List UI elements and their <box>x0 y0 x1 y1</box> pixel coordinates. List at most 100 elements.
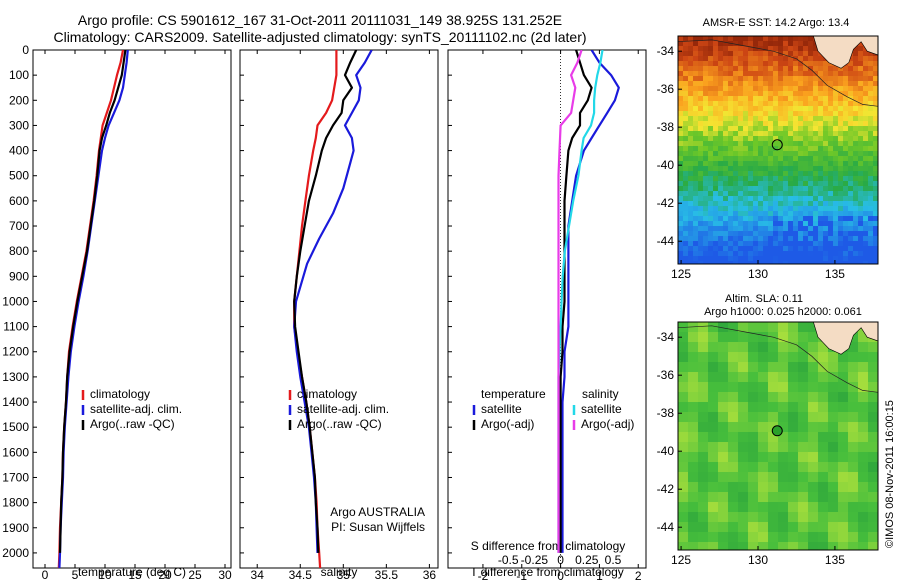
map-cell <box>838 231 844 237</box>
map-cell <box>708 462 719 473</box>
map-cell <box>868 236 874 242</box>
map-cell <box>738 76 744 82</box>
map-cell <box>798 512 809 523</box>
map-cell <box>828 221 834 227</box>
map-cell <box>718 256 724 262</box>
map-cell <box>708 482 719 493</box>
map-cell <box>753 241 759 247</box>
map-cell <box>718 71 724 77</box>
map-cell <box>818 56 824 62</box>
map-cell <box>773 216 779 222</box>
map-cell <box>838 126 844 132</box>
map-cell <box>683 51 689 57</box>
map-cell <box>788 372 799 383</box>
map-cell <box>828 211 834 217</box>
map-cell <box>818 101 824 107</box>
map-cell <box>743 126 749 132</box>
map-y-tick-label: -34 <box>657 330 675 344</box>
map-cell <box>693 141 699 147</box>
x-tick-label: 35 <box>337 568 351 580</box>
map-cell <box>768 432 779 443</box>
map-cell <box>698 472 709 483</box>
map-cell <box>678 231 684 237</box>
map-cell <box>728 61 734 67</box>
map-cell <box>788 176 794 182</box>
map-cell <box>813 216 819 222</box>
map-cell <box>818 462 829 473</box>
map-cell <box>738 131 744 137</box>
map-cell <box>858 191 864 197</box>
map-cell <box>718 422 729 433</box>
map-cell <box>858 176 864 182</box>
map-cell <box>828 116 834 122</box>
map-cell <box>798 76 804 82</box>
map-cell <box>758 422 769 433</box>
map-cell <box>753 156 759 162</box>
map-cell <box>718 141 724 147</box>
map-cell <box>693 256 699 262</box>
map-cell <box>808 131 814 137</box>
map-cell <box>693 216 699 222</box>
map-cell <box>793 231 799 237</box>
map-cell <box>678 111 684 117</box>
map-cell <box>763 261 769 264</box>
map-cell <box>748 46 754 52</box>
map-cell <box>723 226 729 232</box>
map-cell <box>778 136 784 142</box>
map-cell <box>868 206 874 212</box>
map-cell <box>693 191 699 197</box>
map-cell <box>843 191 849 197</box>
map-cell <box>788 36 794 42</box>
map-cell <box>698 81 704 87</box>
map-cell <box>833 186 839 192</box>
map-cell <box>698 121 704 127</box>
map-cell <box>808 136 814 142</box>
map-cell <box>768 126 774 132</box>
map-cell <box>748 216 754 222</box>
map-cell <box>758 56 764 62</box>
map-cell <box>728 261 734 264</box>
map-cell <box>743 261 749 264</box>
map-cell <box>743 81 749 87</box>
map-cell <box>788 231 794 237</box>
map-cell <box>743 56 749 62</box>
map-cell <box>823 261 829 264</box>
map-cell <box>803 131 809 137</box>
map-cell <box>693 176 699 182</box>
map-cell <box>868 171 874 177</box>
map-cell <box>848 61 854 67</box>
map-cell <box>848 231 854 237</box>
map-cell <box>783 56 789 62</box>
map-cell <box>868 186 874 192</box>
map-cell <box>718 241 724 247</box>
map-cell <box>873 131 878 137</box>
map-cell <box>713 46 719 52</box>
map-cell <box>728 206 734 212</box>
map-cell <box>708 36 714 42</box>
map-cell <box>843 81 849 87</box>
map-cell <box>778 251 784 257</box>
map-cell <box>763 161 769 167</box>
map-cell <box>798 71 804 77</box>
map-cell <box>768 81 774 87</box>
map-cell <box>703 251 709 257</box>
map-cell <box>768 51 774 57</box>
map-cell <box>868 211 874 217</box>
x2-tick-label: -0.25 <box>521 553 549 567</box>
map-cell <box>748 542 759 550</box>
map-cell <box>683 206 689 212</box>
map-cell <box>808 342 819 353</box>
map-cell <box>818 472 829 483</box>
map-cell <box>793 46 799 52</box>
map-cell <box>813 161 819 167</box>
map-cell <box>828 156 834 162</box>
map-cell <box>738 56 744 62</box>
map-cell <box>698 542 709 550</box>
map-cell <box>763 71 769 77</box>
map-cell <box>708 126 714 132</box>
map-cell <box>708 161 714 167</box>
map-cell <box>698 201 704 207</box>
map-cell <box>688 181 694 187</box>
map-cell <box>823 166 829 172</box>
map-cell <box>863 186 869 192</box>
